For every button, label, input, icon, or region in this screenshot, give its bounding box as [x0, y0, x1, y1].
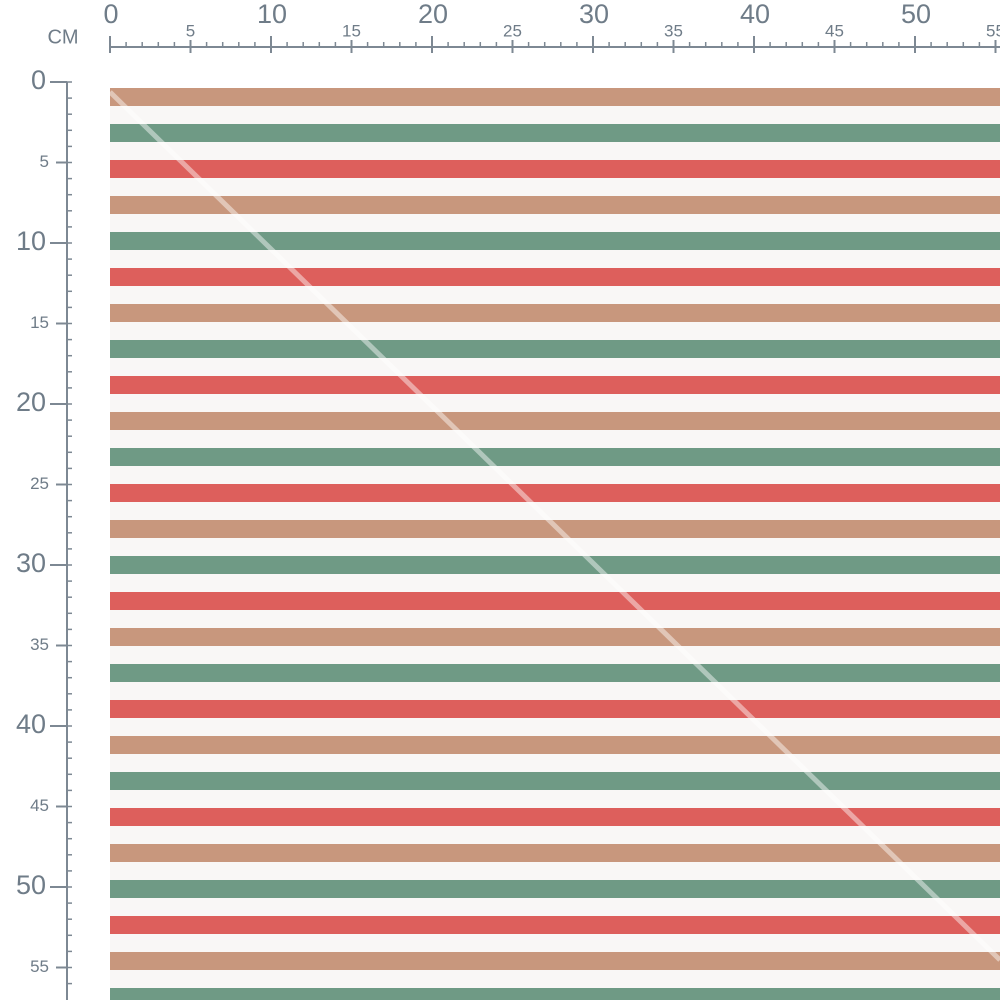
left-tick-label: 15 — [30, 313, 49, 332]
top-tick-label: 15 — [342, 21, 361, 40]
left-tick-label: 55 — [30, 957, 49, 976]
top-tick-label: 0 — [103, 0, 118, 29]
left-tick-label: 50 — [16, 870, 46, 900]
top-tick-label: 5 — [186, 21, 195, 40]
top-tick-label: 10 — [257, 0, 287, 29]
unit-label: CM — [47, 26, 78, 48]
top-tick-label: 30 — [579, 0, 609, 29]
left-tick-label: 25 — [30, 474, 49, 493]
fabric-pattern — [110, 88, 1000, 1000]
left-tick-label: 35 — [30, 635, 49, 654]
left-tick-label: 5 — [40, 152, 49, 171]
left-tick-label: 0 — [31, 65, 46, 95]
top-tick-label: 50 — [901, 0, 931, 29]
top-tick-label: 20 — [418, 0, 448, 29]
top-tick-label: 40 — [740, 0, 770, 29]
top-tick-label: 35 — [664, 21, 683, 40]
left-tick-label: 45 — [30, 796, 49, 815]
left-tick-label: 20 — [16, 387, 46, 417]
left-tick-label: 10 — [16, 226, 46, 256]
fold-highlight — [108, 90, 1000, 962]
top-tick-label: 45 — [825, 21, 844, 40]
top-tick-label: 25 — [503, 21, 522, 40]
left-tick-label: 30 — [16, 548, 46, 578]
top-tick-label: 55 — [986, 21, 1000, 40]
left-tick-label: 40 — [16, 709, 46, 739]
